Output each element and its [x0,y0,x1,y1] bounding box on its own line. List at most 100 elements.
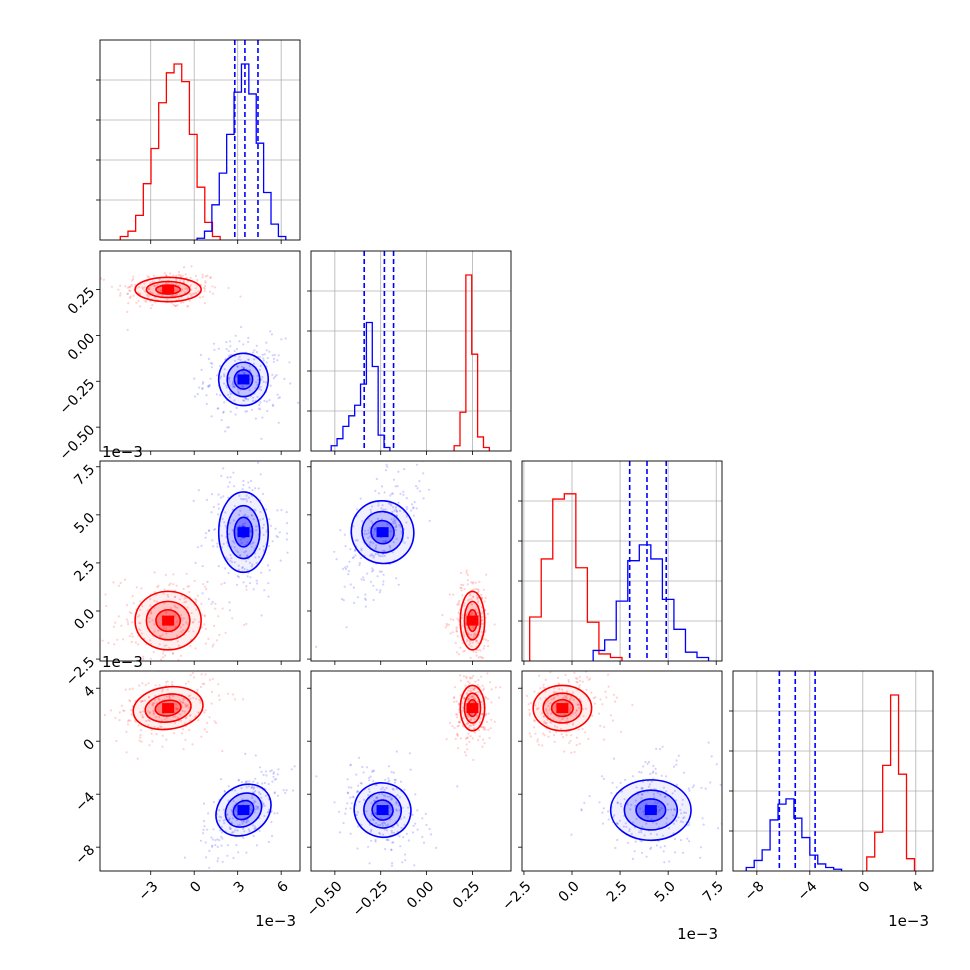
scatter-point-blue [646,816,650,819]
scatter-point-red [550,712,553,716]
scatter-point-blue [277,768,280,771]
scatter-point-blue [598,801,601,804]
scatter-point-red [578,686,581,689]
scatter-point-red [474,608,477,611]
scatter-point-red [200,626,204,629]
scatter-point-red [569,739,572,743]
scatter-point-red [498,696,501,699]
scatter-point-red [493,720,496,723]
scatter-point-red [459,679,462,682]
scatter-point-red [476,597,479,601]
scatter-point-red [224,631,227,634]
scatter-point-blue [252,396,255,399]
scatter-point-blue [394,520,397,523]
scatter-point-blue [633,850,636,853]
scatter-point-blue [237,551,240,554]
scatter-point-red [485,696,488,699]
scatter-point-red [482,728,485,731]
scatter-point-blue [241,370,244,373]
scatter-point-red [467,732,470,735]
scatter-point-blue [418,490,422,493]
scatter-point-blue [654,767,657,771]
scatter-point-red [135,301,138,304]
scatter-point-blue [611,781,614,784]
scatter-point-blue [227,393,230,396]
scatter-point-red [186,585,189,588]
scatter-point-blue [394,526,397,529]
scatter-point-red [198,296,202,299]
scatter-point-red [180,617,183,620]
scatter-point-red [155,733,158,736]
scatter-point-blue [360,823,363,827]
scatter-point-blue [199,353,202,356]
scatter-point-red [139,293,142,296]
histogram-blue [592,544,710,661]
scatter-point-red [204,280,207,283]
scatter-point-red [567,680,571,683]
scatter-point-red [553,687,556,690]
scatter-point-red [476,714,479,717]
scatter-point-blue [232,519,235,522]
scatter-point-blue [201,565,204,568]
scatter-point-blue [370,839,373,842]
scatter-point-red [204,673,207,676]
scatter-point-blue [368,776,371,780]
scatter-point-blue [252,518,255,521]
y-tick-label: 0.25 [65,285,98,318]
scatter-point-red [128,699,131,702]
scatter-point-blue [245,786,248,789]
scatter-point-red [200,673,203,676]
scatter-point-red [139,600,142,603]
scatter-point-blue [340,598,344,601]
scatter-point-blue [263,589,266,592]
scatter-point-red [195,608,198,611]
scatter-point-red [147,288,150,291]
scatter-point-blue [210,511,213,514]
scatter-point-blue [193,395,196,398]
scatter-point-red [476,596,479,599]
scatter-point-blue [352,796,355,799]
scatter-point-blue [397,804,400,807]
scatter-point-blue [391,787,394,790]
scatter-point-blue [406,536,409,539]
scatter-point-blue [369,830,373,833]
scatter-point-red [175,282,178,285]
scatter-point-red [153,606,156,609]
scatter-point-red [470,701,473,704]
scatter-point-red [189,694,192,697]
scatter-point-blue [613,814,616,817]
scatter-point-red [180,654,183,657]
scatter-point-red [572,698,575,702]
scatter-point-red [529,701,533,705]
histogram-panel-0 [96,39,301,244]
scatter-point-blue [231,540,234,543]
scatter-point-blue [273,778,276,781]
scatter-point-blue [378,570,382,573]
scatter-point-red [139,711,142,714]
scatter-point-blue [217,565,220,568]
scatter-point-blue [253,825,256,828]
scatter-point-blue [660,774,663,777]
scatter-point-red [619,730,623,733]
scatter-point-blue [228,601,231,604]
scatter-point-red [162,656,165,659]
scatter-point-blue [252,541,255,544]
scatter-point-blue [411,813,414,817]
scatter-point-blue [389,494,392,497]
scatter-point-blue [222,411,225,414]
scatter-point-red [167,595,170,598]
scatter-point-blue [607,810,610,813]
scatter-point-red [189,644,192,648]
scatter-point-blue [220,534,223,537]
scatter-point-blue [663,845,666,848]
scatter-point-red [482,687,486,690]
scatter-point-blue [269,770,272,773]
scatter-point-red [184,705,187,708]
scatter-point-red [542,715,545,718]
scatter-point-blue [252,351,255,354]
scatter-point-red [480,656,483,659]
scatter-point-red [481,738,485,741]
histogram-panel-1 [307,250,512,455]
scatter-point-red [116,638,119,641]
scatter-point-red [613,700,617,703]
